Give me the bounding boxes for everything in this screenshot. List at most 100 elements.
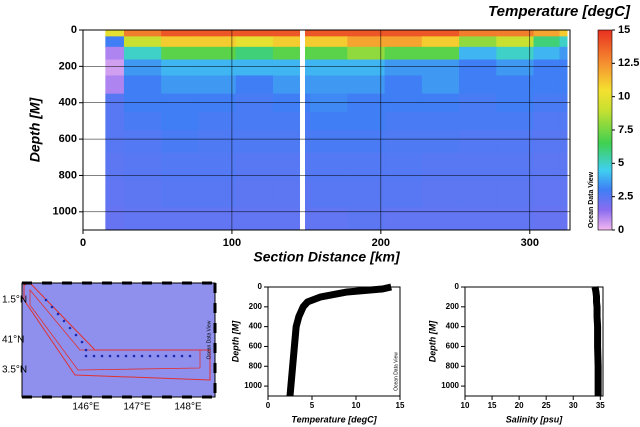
y-tick-label: 0 <box>258 282 263 291</box>
cell <box>235 75 274 95</box>
cell <box>161 207 199 230</box>
cell <box>235 152 274 181</box>
cell <box>310 59 348 76</box>
cell <box>347 111 386 131</box>
cell <box>105 36 125 48</box>
cell <box>347 46 386 61</box>
cell <box>533 130 561 154</box>
cell <box>533 59 561 76</box>
cell <box>123 207 162 230</box>
cell <box>161 36 199 48</box>
lat-label: 1.5°N <box>2 295 27 306</box>
y-tick-label: 400 <box>446 322 460 331</box>
cell <box>533 30 561 37</box>
x-tick-label: 100 <box>223 237 241 249</box>
map-border-ticks <box>22 281 217 399</box>
cell <box>235 36 274 48</box>
lon-label: 148°E <box>174 402 202 413</box>
axes: 0 5 10 15 0 200 400 600 800 1000 <box>244 282 405 410</box>
x-tick-label: 20 <box>515 401 524 410</box>
y-axis-title: Depth [M] <box>230 320 240 362</box>
cell <box>123 180 162 208</box>
y-tick-label: 600 <box>249 342 263 351</box>
cell <box>161 75 199 95</box>
x-tick-label: 30 <box>569 401 578 410</box>
y-axis-title: Depth [M] <box>427 320 437 362</box>
cell <box>459 130 497 154</box>
x-tick-label: 15 <box>396 401 405 410</box>
cell <box>496 36 535 48</box>
cell <box>384 180 423 208</box>
cell <box>559 207 568 230</box>
cell <box>198 180 237 208</box>
cell <box>198 111 237 131</box>
cell <box>310 75 348 95</box>
cell <box>384 130 423 154</box>
x-tick-label: 300 <box>521 237 539 249</box>
cell <box>421 75 460 95</box>
cell <box>105 59 125 76</box>
cell <box>161 46 199 61</box>
cell <box>496 46 535 61</box>
x-tick-label: 200 <box>372 237 390 249</box>
cell <box>123 111 162 131</box>
cell <box>559 59 568 76</box>
cell <box>459 59 497 76</box>
cell <box>198 30 237 37</box>
cell <box>421 111 460 131</box>
y-axis-title: Depth [M] <box>27 96 43 162</box>
cell <box>421 36 460 48</box>
x-axis-title: Section Distance [km] <box>253 249 401 265</box>
y-tick-label: 800 <box>59 169 77 181</box>
y-tick-label: 0 <box>71 24 77 36</box>
cell <box>421 207 460 230</box>
cell <box>459 180 497 208</box>
track-outline <box>29 288 201 371</box>
cell <box>235 30 274 37</box>
cell <box>496 152 535 181</box>
cell <box>559 152 568 181</box>
colorbar-tick-label: 10 <box>618 91 630 103</box>
cell <box>459 75 497 95</box>
x-tick-label: 35 <box>596 401 605 410</box>
colorbar-tick-label: 5 <box>618 157 624 169</box>
watermark: Ocean Data View <box>393 352 399 391</box>
cell <box>105 180 125 208</box>
cell <box>496 111 535 131</box>
cell <box>559 75 568 95</box>
cell <box>310 30 348 37</box>
y-tick-label: 1000 <box>53 206 77 218</box>
x-tick-label: 0 <box>266 401 271 410</box>
cell <box>105 46 125 61</box>
cell <box>310 46 348 61</box>
y-tick-label: 600 <box>446 342 460 351</box>
y-tick-label: 200 <box>249 302 263 311</box>
cell <box>421 59 460 76</box>
cell <box>533 46 561 61</box>
y-tick-label: 800 <box>249 361 263 370</box>
cell <box>161 180 199 208</box>
x-axis-title: Temperature [degC] <box>291 414 377 424</box>
cell <box>384 46 423 61</box>
cell <box>559 46 568 61</box>
cell <box>235 46 274 61</box>
colorbar <box>597 29 613 231</box>
cell <box>347 36 386 48</box>
cell <box>559 36 568 48</box>
cell <box>347 30 386 37</box>
cell <box>105 207 125 230</box>
cell <box>198 46 237 61</box>
plot-frame <box>267 286 401 397</box>
cell <box>347 130 386 154</box>
y-tick-label: 400 <box>59 97 77 109</box>
y-tick-label: 1000 <box>441 381 459 390</box>
cell <box>105 30 125 37</box>
x-tick-label: 10 <box>352 401 361 410</box>
cell <box>559 30 568 37</box>
cell <box>496 207 535 230</box>
plot-frame <box>464 286 604 397</box>
x-tick-label: 0 <box>80 237 86 249</box>
cell <box>459 207 497 230</box>
cell <box>496 180 535 208</box>
